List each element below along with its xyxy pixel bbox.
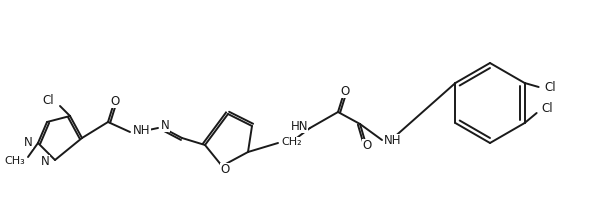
Text: Cl: Cl bbox=[545, 81, 556, 94]
Text: NH: NH bbox=[133, 125, 151, 138]
Text: NH: NH bbox=[384, 135, 401, 148]
Text: CH₃: CH₃ bbox=[4, 156, 25, 166]
Text: HN: HN bbox=[291, 120, 308, 133]
Text: CH₂: CH₂ bbox=[281, 137, 301, 147]
Text: Cl: Cl bbox=[542, 102, 553, 115]
Text: N: N bbox=[25, 136, 33, 150]
Text: O: O bbox=[362, 140, 371, 153]
Text: O: O bbox=[221, 163, 230, 176]
Text: O: O bbox=[111, 94, 120, 107]
Text: N: N bbox=[161, 120, 170, 133]
Text: O: O bbox=[340, 84, 350, 97]
Text: Cl: Cl bbox=[42, 94, 54, 107]
Text: N: N bbox=[41, 156, 50, 168]
